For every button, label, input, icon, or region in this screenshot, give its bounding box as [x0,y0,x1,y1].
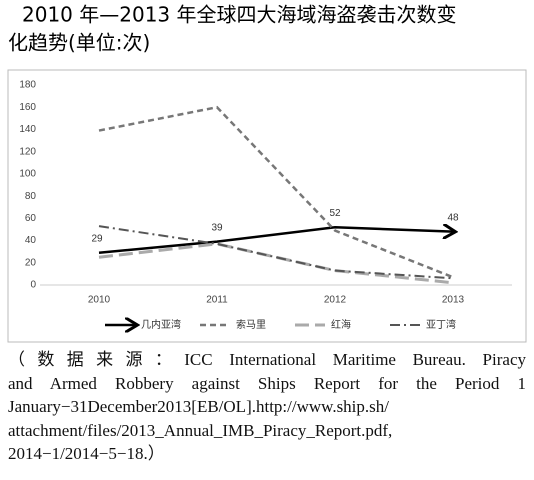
data-label: 48 [447,212,459,223]
y-tick-label: 40 [25,235,37,246]
legend-label: 几内亚湾 [141,318,181,331]
data-label: 39 [211,222,223,233]
source-line: January−31December2013[EB/OL].http://www… [8,397,389,416]
legend-label: 索马里 [236,318,266,331]
series-line [98,105,454,279]
x-tick-label: 2010 [88,295,111,306]
source-line: （数据来源：ICC International Maritime Bureau.… [8,350,526,369]
x-tick-label: 2013 [442,295,465,306]
source-note: （数据来源：ICC International Maritime Bureau.… [8,348,526,466]
y-tick-label: 180 [19,80,36,91]
chart-title: 2010 年—2013 年全球四大海域海盗袭击次数变 [22,3,457,27]
y-tick-label: 100 [19,169,36,180]
chart: 2010 年—2013 年全球四大海域海盗袭击次数变 化趋势(单位:次) 0 20… [7,3,527,343]
data-label: 52 [329,208,341,219]
y-tick-label: 140 [19,124,36,135]
source-line: attachment/files/2013_Annual_IMB_Piracy_… [8,420,393,440]
source-line: and Armed Robbery against Ships Report f… [8,373,526,393]
chart-title: 化趋势(单位:次) [8,31,150,55]
source-line: 2014−1/2014−5−18.） [8,444,165,463]
series-line [98,227,453,255]
data-label: 29 [91,233,103,244]
legend-label: 红海 [331,318,351,331]
y-tick-label: 160 [19,102,36,113]
x-tick-label: 2011 [206,295,228,306]
y-tick-label: 20 [25,257,37,268]
y-tick-label: 80 [25,191,37,202]
x-tick-label: 2012 [324,295,347,306]
series-line [98,242,454,285]
y-tick-label: 60 [25,213,37,224]
legend-label: 亚丁湾 [426,318,456,331]
y-tick-label: 120 [19,146,36,157]
chart-frame [7,69,527,343]
y-tick-label: 0 [30,280,36,291]
